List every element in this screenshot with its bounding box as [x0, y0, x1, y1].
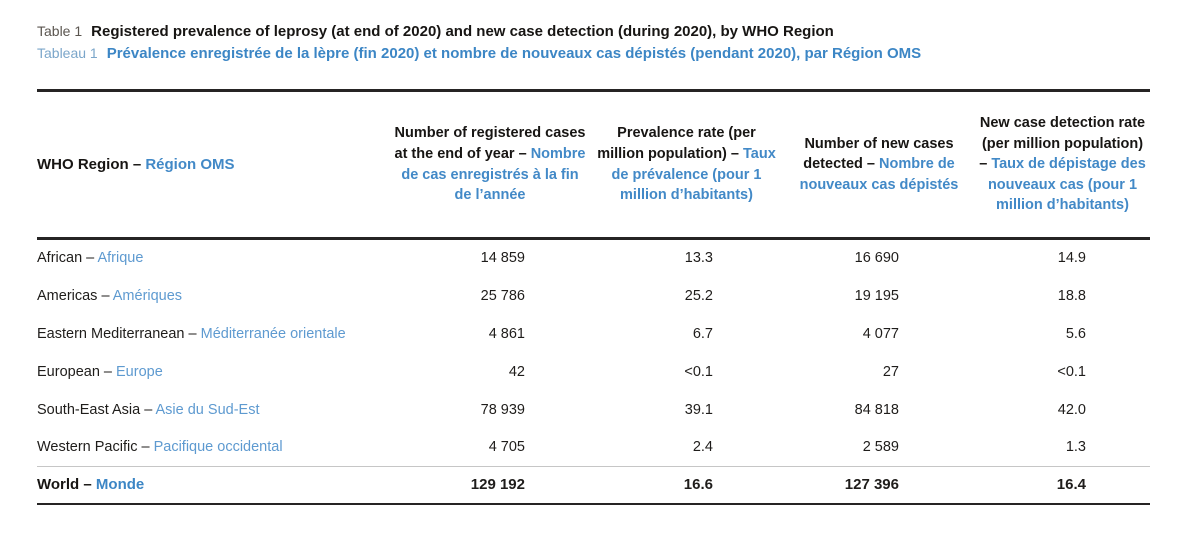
cell-new-cases: 4 077: [862, 325, 899, 342]
region-name-fr: Pacifique occidental: [153, 439, 283, 456]
column-header-new-cases-en: Number of new cases detected –: [803, 135, 954, 173]
table-number-label-en: Table 1: [37, 23, 83, 39]
header-row: WHO Region – Région OMS Number of regist…: [37, 91, 1150, 239]
table-row-world-total: World – Monde 129 192 16.6 127 396 16.4: [37, 466, 1150, 504]
region-name-fr: Asie du Sud-Est: [155, 401, 260, 418]
region-name-en: European –: [37, 363, 117, 380]
cell-prevalence-rate: 6.7: [692, 325, 713, 342]
column-header-registered-cases-en: Number of registered cases at the end of…: [394, 125, 586, 162]
table-number-label-fr: Tableau 1: [37, 45, 98, 61]
cell-registered-cases: 14 859: [480, 250, 525, 267]
column-header-prevalence-rate-en: Prevalence rate (per million population)…: [597, 125, 756, 162]
cell-prevalence-rate: 16.6: [683, 476, 713, 494]
region-name-en: African –: [37, 250, 98, 267]
cell-registered-cases: 42: [508, 363, 525, 380]
cell-new-cases: 127 396: [844, 476, 899, 494]
table-row-european: European – Europe 42 <0.1 27 <0.1: [37, 353, 1150, 391]
column-header-detection-rate-fr: Taux de dépistage des nouveaux cas (pour…: [987, 156, 1146, 214]
column-header-prevalence-rate-fr: Taux de prévalence (pour 1 million d’hab…: [611, 145, 776, 204]
table-title-french: Tableau 1 Prévalence enregistrée de la lè…: [37, 44, 1150, 63]
region-name: Western Pacific – Pacifique occidental: [37, 429, 390, 467]
cell-registered-cases: 4 861: [488, 325, 525, 342]
cell-new-cases: 84 818: [854, 401, 899, 418]
region-name-fr: Europe: [116, 363, 163, 380]
column-header-who-region-fr: Région OMS: [145, 155, 235, 173]
region-name-en: South-East Asia –: [37, 401, 156, 418]
region-name-en: Western Pacific –: [37, 439, 154, 456]
column-header-registered-cases: Number of registered cases at the end of…: [390, 91, 590, 239]
region-name: Eastern Mediterranean – Méditerranée ori…: [37, 315, 390, 353]
column-header-registered-cases-fr: Nombre de cas enregistrés à la fin de l’…: [401, 145, 586, 204]
column-header-detection-rate-en: New case detection rate (per million pop…: [979, 115, 1146, 173]
region-name-fr: Monde: [95, 476, 145, 494]
table-title-text-fr: Prévalence enregistrée de la lèpre (fin …: [106, 45, 922, 62]
leprosy-prevalence-table: WHO Region – Région OMS Number of regist…: [37, 89, 1150, 505]
table-row-western-pacific: Western Pacific – Pacifique occidental 4…: [37, 429, 1150, 467]
column-header-prevalence-rate: Prevalence rate (per million population)…: [590, 91, 783, 239]
cell-detection-rate: 1.3: [1065, 439, 1086, 456]
cell-new-cases: 16 690: [854, 250, 899, 267]
column-header-new-cases: Number of new cases detected – Nombre de…: [783, 91, 975, 239]
table-row-south-east-asia: South-East Asia – Asie du Sud-Est 78 939…: [37, 391, 1150, 429]
cell-detection-rate: 16.4: [1056, 476, 1086, 494]
cell-prevalence-rate: <0.1: [684, 363, 713, 380]
region-name: African – Afrique: [37, 239, 390, 277]
region-name: World – Monde: [37, 467, 390, 504]
cell-prevalence-rate: 25.2: [684, 287, 713, 304]
cell-new-cases: 19 195: [854, 287, 899, 304]
cell-detection-rate: 18.8: [1057, 287, 1086, 304]
region-name-en: World –: [37, 476, 96, 494]
table-row-eastern-mediterranean: Eastern Mediterranean – Méditerranée ori…: [37, 315, 1150, 353]
column-header-who-region: WHO Region – Région OMS: [37, 91, 390, 239]
region-name: South-East Asia – Asie du Sud-Est: [37, 391, 390, 429]
cell-prevalence-rate: 13.3: [684, 250, 713, 267]
region-name-fr: Afrique: [97, 250, 144, 267]
column-header-detection-rate: New case detection rate (per million pop…: [975, 91, 1150, 239]
cell-detection-rate: 5.6: [1065, 325, 1086, 342]
cell-detection-rate: 14.9: [1057, 250, 1086, 267]
cell-prevalence-rate: 39.1: [684, 401, 713, 418]
region-name-en: Eastern Mediterranean –: [37, 325, 201, 342]
table-title-english: Table 1 Registered prevalence of leprosy …: [37, 22, 1150, 41]
cell-registered-cases: 129 192: [470, 476, 525, 494]
region-name-en: Americas –: [37, 287, 113, 304]
region-name-fr: Amériques: [112, 287, 183, 304]
cell-registered-cases: 25 786: [480, 287, 525, 304]
cell-new-cases: 27: [882, 363, 899, 380]
cell-registered-cases: 4 705: [488, 439, 525, 456]
table-row-african: African – Afrique 14 859 13.3 16 690 14.…: [37, 239, 1150, 277]
cell-registered-cases: 78 939: [480, 401, 525, 418]
cell-new-cases: 2 589: [862, 439, 899, 456]
cell-detection-rate: <0.1: [1057, 363, 1086, 380]
column-header-new-cases-fr: Nombre de nouveaux cas dépistés: [799, 156, 959, 193]
table-title-text-en: Registered prevalence of leprosy (at end…: [91, 23, 834, 40]
region-name: European – Europe: [37, 353, 390, 391]
region-name: Americas – Amériques: [37, 277, 390, 315]
table-row-americas: Americas – Amériques 25 786 25.2 19 195 …: [37, 277, 1150, 315]
document-page: Table 1 Registered prevalence of leprosy …: [37, 22, 1150, 505]
cell-prevalence-rate: 2.4: [692, 439, 713, 456]
region-name-fr: Méditerranée orientale: [200, 325, 346, 342]
cell-detection-rate: 42.0: [1057, 401, 1086, 418]
column-header-who-region-en: WHO Region –: [37, 155, 146, 173]
